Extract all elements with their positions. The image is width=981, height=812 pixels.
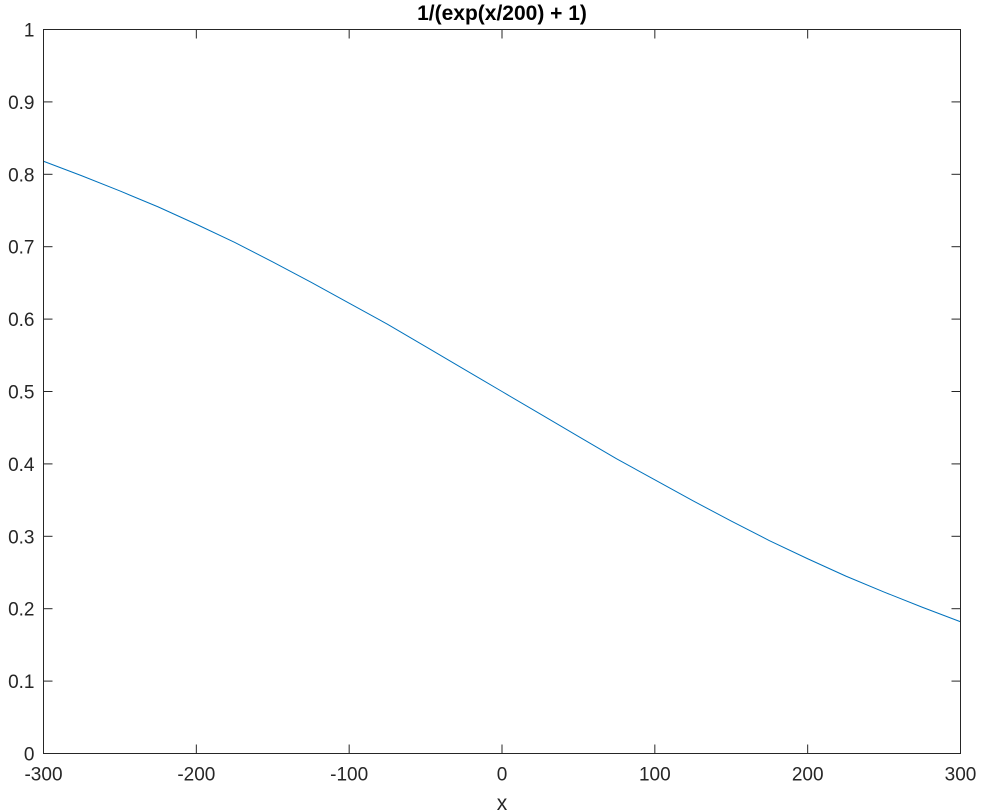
x-tick-label: -100 bbox=[330, 765, 368, 786]
x-tick-label: 100 bbox=[639, 765, 671, 786]
y-tick-label: 0.9 bbox=[8, 93, 34, 114]
chart-title: 1/(exp(x/200) + 1) bbox=[417, 2, 587, 25]
x-tick-label: 200 bbox=[792, 765, 824, 786]
ticks-layer: -300 -200 -100 0 100 200 300 0 0.1 0.2 0.3 0.4 0.5 0.… bbox=[8, 21, 976, 786]
y-tick-label: 1 bbox=[24, 21, 35, 42]
x-tick-label: -200 bbox=[177, 765, 215, 786]
y-tick-label: 0.6 bbox=[8, 310, 34, 331]
y-tick-label: 0.8 bbox=[8, 165, 34, 186]
y-tick-label: 0.5 bbox=[8, 383, 34, 404]
x-tick-label: -300 bbox=[24, 765, 62, 786]
x-tick-label: 0 bbox=[497, 765, 508, 786]
series-line bbox=[43, 160, 961, 623]
plot-frame bbox=[43, 29, 961, 754]
y-tick-label: 0 bbox=[24, 745, 35, 766]
y-tick-label: 0.1 bbox=[8, 672, 34, 693]
y-tick-label: 0.7 bbox=[8, 238, 34, 259]
x-tick-label: 300 bbox=[945, 765, 977, 786]
x-axis-label: x bbox=[497, 792, 508, 812]
y-tick-label: 0.2 bbox=[8, 600, 34, 621]
y-tick-label: 0.4 bbox=[8, 455, 35, 476]
y-tick-label: 0.3 bbox=[8, 527, 34, 548]
series-layer bbox=[43, 160, 961, 623]
